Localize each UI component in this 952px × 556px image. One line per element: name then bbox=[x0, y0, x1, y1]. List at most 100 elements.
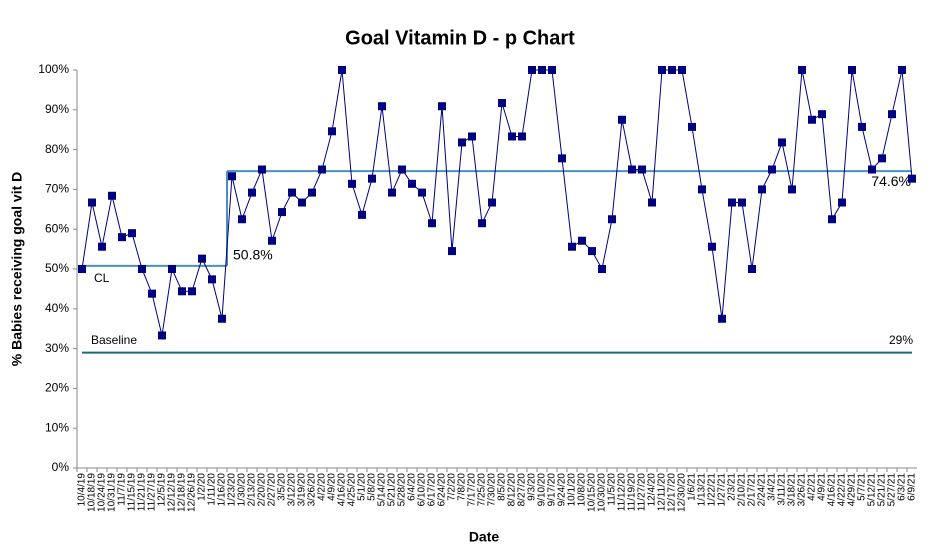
data-point bbox=[288, 188, 296, 197]
cl-label: 50.8% bbox=[233, 247, 273, 263]
data-point bbox=[148, 289, 156, 298]
x-tick-label: 9/10/20 bbox=[537, 473, 548, 507]
y-tick-label: 30% bbox=[45, 341, 69, 355]
x-tick-label: 8/27/20 bbox=[517, 473, 528, 507]
x-tick-label: 2/13/20 bbox=[247, 473, 258, 507]
chart-title: Goal Vitamin D - p Chart bbox=[345, 27, 575, 49]
y-tick-label: 50% bbox=[45, 261, 69, 275]
data-point bbox=[668, 66, 676, 74]
data-point bbox=[448, 247, 456, 256]
data-point bbox=[848, 66, 856, 74]
data-point bbox=[278, 208, 286, 217]
data-point bbox=[508, 132, 516, 141]
x-tick-label: 5/14/20 bbox=[377, 473, 388, 507]
data-point bbox=[598, 265, 606, 273]
data-point bbox=[528, 66, 536, 74]
x-tick-label: 3/18/21 bbox=[787, 473, 798, 507]
data-point bbox=[578, 236, 586, 245]
x-tick-label: 7/2/20 bbox=[447, 473, 458, 501]
x-tick-label: 3/19/20 bbox=[297, 473, 308, 507]
data-point bbox=[538, 66, 546, 74]
x-tick-label: 4/9/21 bbox=[817, 473, 828, 501]
data-point bbox=[188, 287, 196, 296]
x-tick-label: 7/25/20 bbox=[477, 473, 488, 507]
data-point bbox=[228, 172, 236, 181]
x-tick-label: 12/18/19 bbox=[177, 473, 188, 512]
data-point bbox=[898, 66, 906, 74]
x-tick-label: 11/5/20 bbox=[607, 473, 618, 506]
data-point bbox=[298, 198, 306, 207]
data-point bbox=[428, 219, 436, 228]
series-line bbox=[81, 69, 913, 336]
x-tick-label: 10/31/19 bbox=[107, 473, 118, 512]
data-point bbox=[348, 179, 356, 188]
x-tick-label: 4/2/20 bbox=[317, 473, 328, 501]
data-point bbox=[138, 265, 146, 273]
x-tick-label: 8/5/20 bbox=[497, 473, 508, 501]
cl-name: CL bbox=[94, 271, 110, 285]
x-tick-label: 4/25/20 bbox=[347, 473, 358, 507]
x-tick-label: 3/26/20 bbox=[307, 473, 318, 507]
x-tick-label: 5/1/20 bbox=[357, 473, 368, 501]
x-tick-label: 9/17/20 bbox=[547, 473, 558, 507]
y-tick-label: 40% bbox=[45, 301, 69, 315]
x-tick-label: 11/21/19 bbox=[137, 473, 148, 512]
data-point bbox=[728, 198, 736, 207]
x-tick-label: 4/22/21 bbox=[837, 473, 848, 507]
x-tick-label: 9/3/20 bbox=[527, 473, 538, 501]
y-tick-label: 90% bbox=[45, 102, 69, 116]
x-tick-label: 1/22/21 bbox=[707, 473, 718, 507]
data-point bbox=[828, 215, 836, 224]
x-tick-label: 3/4/21 bbox=[767, 473, 778, 501]
data-point bbox=[488, 198, 496, 207]
data-point bbox=[128, 229, 136, 238]
x-tick-label: 7/17/20 bbox=[467, 473, 478, 507]
y-tick-label: 100% bbox=[38, 62, 69, 76]
x-tick-label: 5/8/20 bbox=[367, 473, 378, 501]
x-tick-label: 2/3/21 bbox=[727, 473, 738, 501]
x-tick-label: 6/3/21 bbox=[897, 473, 908, 501]
data-point bbox=[388, 188, 396, 197]
data-point bbox=[658, 66, 666, 74]
data-point bbox=[888, 110, 896, 119]
data-point bbox=[638, 165, 646, 174]
x-tick-label: 2/27/20 bbox=[267, 473, 278, 507]
data-point bbox=[218, 314, 226, 323]
data-point bbox=[548, 66, 556, 74]
data-point bbox=[818, 110, 826, 119]
data-point bbox=[408, 179, 416, 188]
x-tick-label: 10/24/19 bbox=[97, 473, 108, 512]
x-tick-label: 4/16/21 bbox=[827, 473, 838, 507]
data-point bbox=[688, 122, 696, 131]
x-tick-label: 1/16/20 bbox=[217, 473, 228, 507]
y-axis-label: % Babies receiving goal vit D bbox=[9, 172, 25, 367]
data-point bbox=[618, 115, 626, 124]
data-point bbox=[628, 165, 636, 174]
data-point bbox=[748, 265, 756, 273]
x-tick-label: 1/23/20 bbox=[227, 473, 238, 507]
x-axis-label: Date bbox=[469, 529, 500, 545]
x-tick-label: 2/24/21 bbox=[757, 473, 768, 507]
data-point bbox=[878, 154, 886, 163]
data-point bbox=[308, 188, 316, 197]
x-tick-label: 12/17/20 bbox=[667, 473, 678, 512]
x-tick-label: 2/17/21 bbox=[747, 473, 758, 507]
x-tick-label: 12/12/19 bbox=[167, 473, 178, 512]
x-tick-label: 11/15/19 bbox=[127, 473, 138, 512]
x-tick-label: 3/12/20 bbox=[287, 473, 298, 507]
data-point bbox=[208, 275, 216, 284]
x-tick-label: 7/8/20 bbox=[457, 473, 468, 501]
x-tick-label: 1/30/20 bbox=[237, 473, 248, 507]
data-point bbox=[768, 165, 776, 174]
x-tick-label: 10/8/20 bbox=[577, 473, 588, 507]
data-point bbox=[698, 185, 706, 194]
data-point bbox=[168, 265, 176, 273]
data-point bbox=[788, 185, 796, 194]
data-point bbox=[868, 165, 876, 174]
data-point bbox=[108, 191, 116, 200]
x-tick-label: 11/27/20 bbox=[637, 473, 648, 512]
x-tick-label: 5/27/21 bbox=[887, 473, 898, 507]
x-tick-label: 6/4/20 bbox=[407, 473, 418, 501]
data-point bbox=[178, 287, 186, 296]
x-tick-label: 4/29/21 bbox=[847, 473, 858, 507]
